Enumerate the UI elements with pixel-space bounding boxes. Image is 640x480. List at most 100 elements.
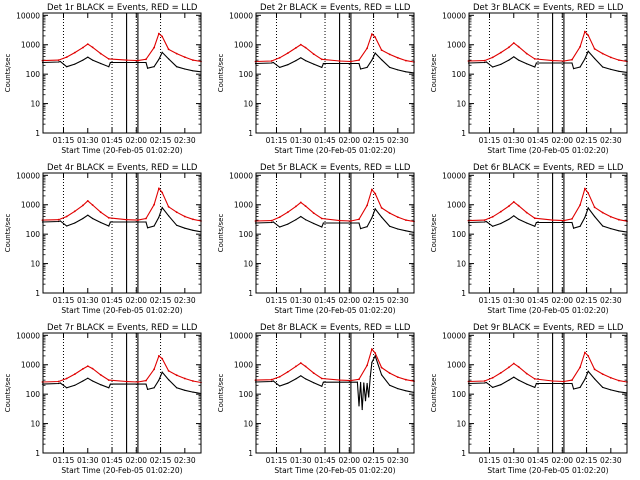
events-data-point xyxy=(287,64,289,66)
events-data-point xyxy=(158,58,160,60)
lld-data-point xyxy=(91,204,94,206)
lld-data-point xyxy=(158,355,160,357)
events-data-point xyxy=(100,62,102,65)
events-data-point xyxy=(100,221,102,224)
lld-data-point xyxy=(153,368,156,371)
y-tick-label: 1000 xyxy=(234,41,253,50)
events-data-point xyxy=(126,383,128,385)
events-data-point xyxy=(594,215,596,218)
events-data-point xyxy=(360,68,362,70)
lld-data-point xyxy=(517,204,520,207)
x-tick-label: 02:15 xyxy=(150,296,172,305)
lld-data-point xyxy=(312,372,315,374)
lld-data-point xyxy=(396,376,399,378)
lld-data-point xyxy=(358,218,360,221)
chart-title: Det 2r BLACK = Events, RED = LLD xyxy=(260,3,411,13)
events-data-point xyxy=(618,230,620,232)
events-data-point xyxy=(350,222,352,224)
lld-data-point xyxy=(91,46,94,49)
events-data-point xyxy=(87,377,89,379)
lld-series-line xyxy=(468,351,628,383)
lld-data-point xyxy=(371,348,373,350)
x-axis-label: Start Time (20-Feb-05 01:02:20) xyxy=(61,466,182,475)
y-tick-label: 10000 xyxy=(229,11,253,20)
lld-series-line xyxy=(255,33,415,63)
lld-data-point xyxy=(350,220,352,222)
y-tick-label: 10 xyxy=(456,260,466,269)
events-data-point xyxy=(66,387,68,389)
lld-data-point xyxy=(508,46,510,49)
events-data-point xyxy=(74,384,76,386)
events-data-point xyxy=(374,208,376,210)
lld-data-point xyxy=(571,218,573,220)
events-data-point xyxy=(108,225,110,227)
events-series-line xyxy=(255,52,415,74)
events-data-point xyxy=(563,382,565,385)
events-data-point xyxy=(168,379,170,381)
x-axis-label: Start Time (20-Feb-05 01:02:20) xyxy=(61,146,182,155)
lld-data-point xyxy=(571,379,573,381)
lld-data-point xyxy=(158,32,160,35)
y-tick-label: 1 xyxy=(248,129,253,138)
events-data-point xyxy=(287,382,289,384)
events-data-point xyxy=(358,222,360,224)
events-data-point xyxy=(153,66,155,68)
lld-data-point xyxy=(371,188,373,191)
lld-data-point xyxy=(86,365,89,367)
lld-data-point xyxy=(512,201,515,203)
x-tick-label: 02:30 xyxy=(174,456,196,465)
events-data-point xyxy=(405,71,407,73)
events-data-point xyxy=(573,68,575,70)
events-series-line xyxy=(468,50,628,73)
events-data-point xyxy=(552,382,554,385)
lld-data-point xyxy=(107,379,110,381)
events-data-point xyxy=(358,62,360,65)
events-data-point xyxy=(109,383,111,385)
events-data-point xyxy=(126,61,128,64)
events-data-point xyxy=(360,228,362,230)
events-data-point xyxy=(108,387,110,389)
events-data-point xyxy=(571,62,573,64)
y-tick-label: 10000 xyxy=(16,11,40,20)
x-tick-label: 02:15 xyxy=(576,456,598,465)
lld-data-point xyxy=(601,52,604,55)
events-data-point xyxy=(610,68,612,70)
events-data-point xyxy=(161,371,163,373)
events-data-point xyxy=(66,225,68,227)
lld-data-point xyxy=(533,217,536,220)
lld-data-point xyxy=(609,56,612,59)
x-tick-label: 01:30 xyxy=(77,456,99,465)
lld-data-point xyxy=(99,374,102,376)
x-tick-label: 01:45 xyxy=(314,296,336,305)
events-data-point xyxy=(358,405,360,407)
lld-data-point xyxy=(304,46,307,49)
x-tick-label: 02:15 xyxy=(363,456,385,465)
lld-data-point xyxy=(175,374,178,377)
chart-panel-4: Det 4r BLACK = Events, RED = LLD Counts/s… xyxy=(4,163,202,315)
chart-title: Det 1r BLACK = Events, RED = LLD xyxy=(47,3,198,13)
events-data-point xyxy=(534,66,536,68)
lld-data-point xyxy=(270,60,273,62)
y-tick-label: 10 xyxy=(243,100,253,109)
events-data-point xyxy=(92,380,94,382)
events-data-point xyxy=(82,59,84,61)
events-data-point xyxy=(66,66,68,68)
lld-data-point xyxy=(125,380,128,383)
events-data-point xyxy=(184,68,186,70)
events-data-point xyxy=(397,69,399,71)
x-tick-label: 01:30 xyxy=(290,456,312,465)
events-data-point xyxy=(518,59,520,61)
events-data-point xyxy=(534,386,536,388)
events-data-point xyxy=(587,50,589,52)
lld-data-point xyxy=(499,372,502,374)
lld-data-point xyxy=(491,56,494,59)
events-data-point xyxy=(508,379,510,381)
y-tick-label: 10 xyxy=(30,420,40,429)
events-data-point xyxy=(571,382,573,385)
events-data-point xyxy=(350,381,352,383)
chart-panel-2: Det 2r BLACK = Events, RED = LLD Counts/s… xyxy=(217,3,415,155)
lld-data-point xyxy=(73,373,76,375)
x-tick-label: 02:30 xyxy=(387,296,409,305)
lld-data-point xyxy=(270,378,273,381)
